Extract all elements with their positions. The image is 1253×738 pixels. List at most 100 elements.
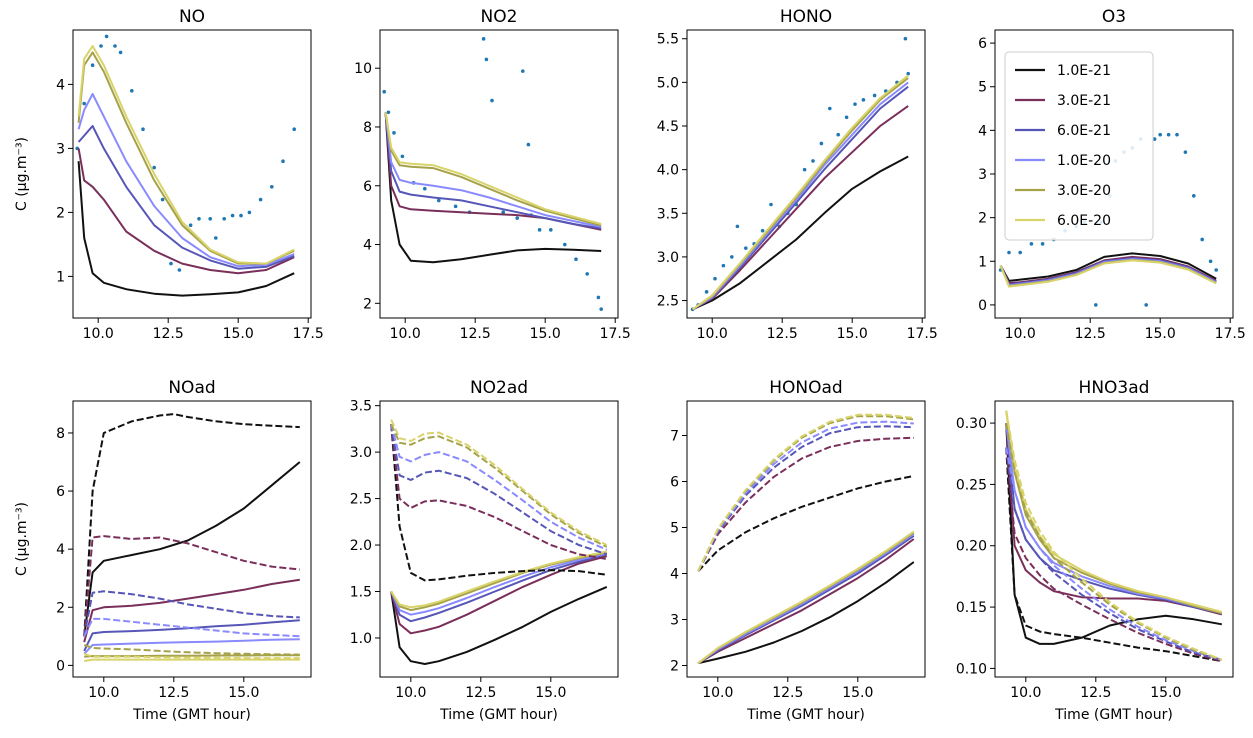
solid-series-line xyxy=(697,538,915,665)
plot-area xyxy=(1005,410,1223,663)
solid-series-line xyxy=(384,112,602,227)
observed-point xyxy=(861,98,866,102)
panel-title: NO2 xyxy=(481,7,518,27)
y-tick-label: 8 xyxy=(363,120,372,136)
panel-noad: NOad 10.0 12.5 15.0 0 2 4 6 8 C (µg.m⁻³) Time (GMT… xyxy=(14,378,312,723)
x-axis-label: Time (GMT hour) xyxy=(132,707,251,723)
observed-point xyxy=(214,236,218,240)
legend-label: 6.0E-20 xyxy=(1057,213,1111,229)
observed-point xyxy=(526,142,531,147)
dashed-series-line xyxy=(697,413,914,572)
plot-area xyxy=(382,37,603,311)
x-tick-label: 10.0 xyxy=(390,326,421,342)
x-tick-label: 15.0 xyxy=(842,685,873,701)
observed-point xyxy=(423,186,427,191)
y-tick-label: 2 xyxy=(363,296,372,312)
panel-hno3ad: HNO3ad 10.0 12.5 15.0 0.10 0.15 0.20 0.25 0.30 Ti… xyxy=(956,378,1234,723)
observed-point xyxy=(222,217,226,221)
solid-series-line xyxy=(692,74,909,311)
x-tick-label: 12.5 xyxy=(767,326,798,342)
observed-point xyxy=(721,263,726,268)
axes-frame xyxy=(686,400,926,678)
panel-honoad: HONOad 10.0 12.5 15.0 2 3 4 5 6 7 Time (GMT hour) xyxy=(670,378,926,723)
observed-point xyxy=(208,217,212,221)
solid-series-line xyxy=(83,578,300,643)
axes-frame xyxy=(379,29,619,319)
x-tick-label: 10.0 xyxy=(697,326,728,342)
observed-point xyxy=(169,261,173,266)
observed-point xyxy=(574,257,578,262)
legend-label: 1.0E-21 xyxy=(1057,63,1111,79)
dashed-series-line xyxy=(697,425,914,572)
legend-label: 3.0E-20 xyxy=(1057,183,1111,199)
panel-no: NO 10.0 12.5 15.0 17.5 1 2 3 4 C (µg.m⁻³) xyxy=(14,7,324,342)
x-tick-label: 12.5 xyxy=(772,685,803,701)
observed-point xyxy=(501,210,506,215)
observed-point xyxy=(853,102,857,106)
y-tick-label: 2 xyxy=(56,205,65,221)
observed-point xyxy=(1200,237,1204,242)
observed-point xyxy=(160,197,165,202)
observed-point xyxy=(811,159,815,163)
observed-point xyxy=(400,154,405,159)
observed-point xyxy=(99,44,103,48)
plot-area xyxy=(75,34,297,297)
y-tick-label: 8 xyxy=(56,426,65,442)
observed-point xyxy=(844,115,849,120)
observed-point xyxy=(1175,132,1179,137)
plot-area xyxy=(690,36,910,312)
solid-series-line xyxy=(692,81,909,311)
observed-point xyxy=(1029,242,1034,246)
observed-point xyxy=(1214,268,1218,272)
observed-point xyxy=(599,307,603,311)
observed-point xyxy=(1166,132,1171,137)
observed-point xyxy=(906,71,910,76)
x-tick-label: 12.5 xyxy=(153,326,184,342)
y-tick-label: 0.30 xyxy=(956,416,987,432)
dashed-series-line xyxy=(83,617,300,638)
y-tick-label: 5 xyxy=(978,80,987,96)
solid-series-line xyxy=(384,112,602,225)
dashed-series-line xyxy=(1005,447,1222,663)
x-axis-label: Time (GMT hour) xyxy=(439,707,558,723)
legend-label: 3.0E-21 xyxy=(1057,93,1111,109)
observed-point xyxy=(481,37,486,41)
axes-frame xyxy=(994,400,1234,678)
y-tick-label: 1.5 xyxy=(350,585,372,601)
y-tick-label: 2 xyxy=(670,659,679,675)
observed-point xyxy=(730,255,734,259)
y-tick-label: 3.5 xyxy=(350,399,372,415)
plot-area xyxy=(697,413,915,665)
x-tick-label: 15.0 xyxy=(228,685,259,701)
dashed-series-line xyxy=(390,424,608,556)
observed-point xyxy=(735,224,740,229)
y-tick-label: 6 xyxy=(363,179,372,195)
y-tick-label: 3 xyxy=(978,167,987,183)
observed-point xyxy=(1094,303,1098,307)
observed-point xyxy=(188,223,193,227)
solid-series-line xyxy=(390,585,608,665)
y-tick-label: 4.5 xyxy=(657,119,679,135)
y-tick-label: 2.5 xyxy=(657,294,679,310)
legend-label: 6.0E-21 xyxy=(1057,123,1111,139)
panel-no2: NO2 10.0 12.5 15.0 17.5 2 4 6 8 10 xyxy=(354,7,631,342)
solid-series-line xyxy=(384,112,602,228)
observed-point xyxy=(836,132,840,137)
panel-title: NOad xyxy=(168,378,215,398)
solid-series-line xyxy=(384,112,602,264)
observed-point xyxy=(802,167,807,172)
y-tick-label: 0 xyxy=(978,298,987,314)
observed-point xyxy=(585,272,589,276)
observed-point xyxy=(549,228,553,232)
panel-title: HNO3ad xyxy=(1079,378,1150,398)
dashed-series-line xyxy=(697,420,914,572)
observed-point xyxy=(270,185,274,189)
y-tick-label: 3.0 xyxy=(657,250,679,266)
observed-point xyxy=(281,159,285,163)
observed-point xyxy=(515,216,519,220)
observed-point xyxy=(1183,150,1188,154)
solid-series-line xyxy=(384,112,602,230)
axes-frame xyxy=(72,29,312,319)
y-tick-label: 4 xyxy=(56,77,65,93)
observed-point xyxy=(760,228,765,233)
